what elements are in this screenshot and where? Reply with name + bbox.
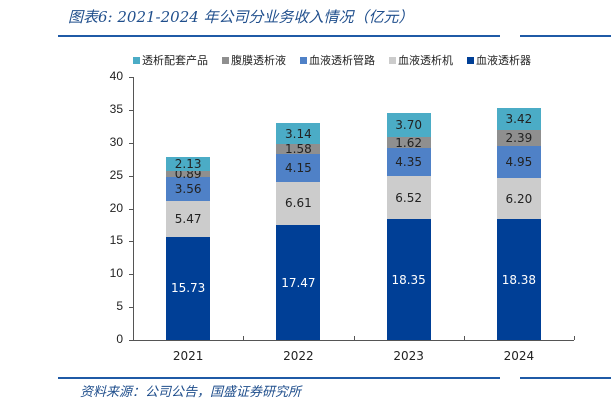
bar-segment: 18.35 xyxy=(386,219,431,340)
data-label: 18.35 xyxy=(391,272,426,287)
y-tick-mark xyxy=(129,241,133,243)
bar-segment: 3.70 xyxy=(386,112,431,138)
data-label: 3.14 xyxy=(285,126,312,141)
data-label: 2.13 xyxy=(174,157,202,172)
bar-segment: 1.62 xyxy=(386,135,431,150)
data-label: 1.62 xyxy=(395,135,422,150)
chart-title: 图表6: 2021-2024 年公司分业务收入情况（亿元） xyxy=(68,8,414,26)
bar-segment: 6.52 xyxy=(386,176,431,220)
data-label: 17.47 xyxy=(281,275,316,290)
y-tick-label: 35 xyxy=(109,101,123,116)
legend-swatch-icon xyxy=(222,56,229,64)
x-tick-label: 2024 xyxy=(503,349,535,363)
y-tick-label: 0 xyxy=(116,332,123,346)
legend-label: 血液透析机 xyxy=(398,54,453,67)
legend-label: 血液透析器 xyxy=(476,54,531,67)
y-tick-label: 40 xyxy=(109,69,123,83)
y-axis xyxy=(133,77,134,340)
y-tick-label: 25 xyxy=(109,167,123,182)
y-tick-mark xyxy=(129,77,133,78)
data-label: 4.15 xyxy=(285,161,312,176)
source-rule xyxy=(58,377,500,379)
data-label: 4.95 xyxy=(505,155,533,170)
data-label: 2.39 xyxy=(505,130,533,145)
data-label: 3.42 xyxy=(505,111,533,126)
title-rule-right xyxy=(520,35,611,37)
data-label: 1.58 xyxy=(285,142,312,157)
y-tick-mark xyxy=(129,208,133,210)
y-tick-mark xyxy=(129,109,133,111)
y-tick-mark xyxy=(129,340,133,341)
bar-segment: 18.38 xyxy=(496,219,541,340)
x-tick-label: 2023 xyxy=(393,349,424,363)
x-tick-mark xyxy=(353,336,355,340)
bar-segment: 6.61 xyxy=(276,181,321,226)
bar-segment: 5.47 xyxy=(166,200,211,237)
y-tick-mark xyxy=(129,142,133,144)
bar-segment: 3.56 xyxy=(166,177,211,201)
bar-segment: 3.42 xyxy=(496,107,541,131)
x-tick-mark xyxy=(463,336,465,340)
data-label: 3.70 xyxy=(395,118,422,133)
x-tick-label: 2022 xyxy=(283,349,314,363)
legend-item: 血液透析器 xyxy=(467,52,531,68)
y-tick-label: 10 xyxy=(109,266,123,281)
data-label: 6.61 xyxy=(285,196,312,211)
y-tick-mark xyxy=(129,307,133,309)
y-tick-label: 15 xyxy=(109,233,123,248)
bar-segment: 17.47 xyxy=(276,225,321,340)
title-rule xyxy=(58,35,500,37)
bar-segment: 2.39 xyxy=(496,130,541,146)
legend-label: 腹膜透析液 xyxy=(231,54,286,67)
x-axis xyxy=(133,340,574,341)
data-label: 5.47 xyxy=(174,211,202,226)
legend-label: 透析配套产品 xyxy=(142,54,208,67)
y-tick-mark xyxy=(129,274,133,276)
data-label: 6.52 xyxy=(395,190,422,205)
bar-segment: 4.15 xyxy=(276,154,321,182)
y-tick-label: 5 xyxy=(116,299,123,314)
legend-item: 血液透析机 xyxy=(389,52,453,68)
bar-segment: 3.14 xyxy=(276,123,321,144)
data-label: 3.56 xyxy=(174,181,202,196)
bar-segment: 6.20 xyxy=(496,178,541,220)
y-tick-label: 20 xyxy=(109,200,123,215)
bar-segment: 4.35 xyxy=(386,147,431,177)
bar-segment: 0.89 xyxy=(166,168,211,180)
x-tick-label: 2021 xyxy=(172,349,204,363)
data-label: 15.73 xyxy=(170,281,206,296)
legend-swatch-icon xyxy=(300,56,307,64)
legend-item: 腹膜透析液 xyxy=(222,52,286,68)
x-tick-mark xyxy=(243,336,245,340)
data-label: 6.20 xyxy=(505,191,533,206)
bar-segment: 4.95 xyxy=(496,145,541,179)
bar-segment: 2.13 xyxy=(166,157,211,172)
data-label: 18.38 xyxy=(501,272,537,287)
y-tick-label: 30 xyxy=(109,134,123,149)
x-axis-end-mark xyxy=(574,336,575,340)
source-rule-right xyxy=(520,377,611,379)
bar-segment: 1.58 xyxy=(276,142,321,157)
data-label: 4.35 xyxy=(395,155,422,170)
y-tick-mark xyxy=(129,175,133,177)
legend: 透析配套产品 腹膜透析液 血液透析管路 血液透析机 血液透析器 xyxy=(133,52,531,68)
legend-swatch-icon xyxy=(467,56,474,64)
legend-swatch-icon xyxy=(389,56,396,64)
bar-segment: 15.73 xyxy=(166,236,211,340)
legend-item: 血液透析管路 xyxy=(300,52,375,68)
legend-label: 血液透析管路 xyxy=(309,54,375,67)
legend-swatch-icon xyxy=(133,56,140,64)
legend-item: 透析配套产品 xyxy=(133,52,208,68)
source-note: 资料来源：公司公告，国盛证券研究所 xyxy=(80,385,302,400)
